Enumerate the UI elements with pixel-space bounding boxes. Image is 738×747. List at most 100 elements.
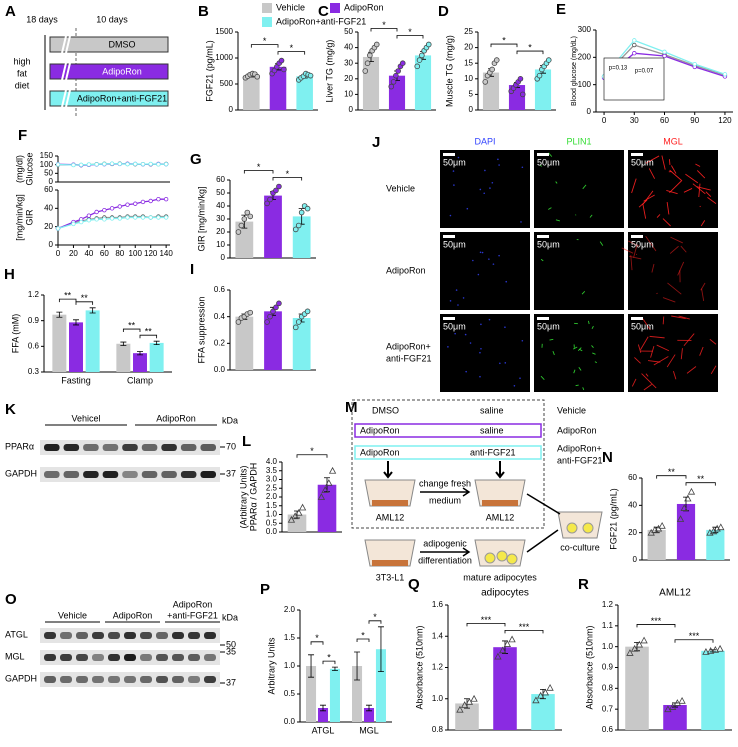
significance-label: * xyxy=(528,42,532,52)
scale-bar xyxy=(443,153,455,156)
scale-bar xyxy=(443,317,455,320)
data-point xyxy=(632,42,637,48)
y-tick-label: 1.6 xyxy=(432,600,444,609)
data-point xyxy=(632,38,637,43)
texture xyxy=(680,348,683,360)
m-text: mature adipocytes xyxy=(463,572,537,582)
y-tick-label: 100 xyxy=(578,80,592,89)
break xyxy=(61,62,71,81)
significance-bracket xyxy=(58,298,77,303)
bar xyxy=(264,195,282,258)
data-point xyxy=(292,226,299,233)
panel-label: H xyxy=(4,266,15,283)
texture xyxy=(699,346,704,356)
texture xyxy=(491,181,494,184)
texture xyxy=(483,192,486,195)
texture xyxy=(640,336,649,350)
m-text: AML12 xyxy=(376,512,405,522)
texture xyxy=(539,164,542,167)
band xyxy=(140,632,152,639)
significance-label: * xyxy=(257,162,261,172)
scale-label: 50μm xyxy=(443,321,466,331)
texture xyxy=(484,169,486,172)
annotation: p=0.13 xyxy=(609,66,628,72)
y-axis-label: GIR xyxy=(24,209,34,226)
data-point xyxy=(489,66,495,73)
micrograph xyxy=(534,150,624,228)
blot-strip xyxy=(40,467,220,482)
data-point xyxy=(86,213,92,218)
band xyxy=(200,444,216,451)
data-point xyxy=(702,648,710,655)
y-axis-label: Blood glucose (mg/dL) xyxy=(571,36,578,106)
data-point xyxy=(109,216,115,221)
data-point xyxy=(414,63,421,70)
data-point xyxy=(680,504,688,511)
texture xyxy=(631,178,637,194)
y-tick-label: 1.5 xyxy=(266,501,278,510)
data-point xyxy=(373,41,380,48)
bar xyxy=(329,668,340,722)
significance-bracket xyxy=(685,482,716,486)
texture xyxy=(670,236,683,244)
texture xyxy=(709,338,717,345)
texture xyxy=(555,181,558,184)
cells xyxy=(372,500,518,506)
scale-bar xyxy=(631,317,643,320)
texture xyxy=(479,375,481,378)
data-point xyxy=(632,51,637,56)
significance-label: ** xyxy=(64,290,72,300)
panel-label: B xyxy=(198,3,209,20)
texture xyxy=(683,188,693,193)
y-tick-label: 0 xyxy=(633,555,638,564)
y-tick-label: 1500 xyxy=(215,27,233,36)
data-point xyxy=(678,696,686,704)
error-bar xyxy=(308,654,315,678)
band xyxy=(92,632,104,639)
m-text: saline xyxy=(480,405,504,415)
marker-label: 37 xyxy=(226,677,236,687)
bar xyxy=(235,316,254,370)
lane-group: Vehicle xyxy=(58,610,87,620)
bar xyxy=(363,708,375,722)
texture xyxy=(634,357,641,364)
m-text: differentiation xyxy=(418,555,472,565)
band xyxy=(172,632,184,639)
texture xyxy=(685,173,699,184)
y-tick-label: 50 xyxy=(44,168,53,177)
texture xyxy=(686,366,697,374)
scale-label: 50μm xyxy=(631,239,654,249)
data-point xyxy=(664,705,672,713)
adipocyte xyxy=(566,522,578,534)
band xyxy=(76,676,88,683)
data-point xyxy=(267,196,273,203)
scale-bar xyxy=(443,235,455,238)
data-point xyxy=(676,515,685,522)
band xyxy=(92,676,104,683)
y-axis-label: FFA suppression xyxy=(196,296,206,363)
significance-bracket xyxy=(656,475,687,479)
micrograph xyxy=(534,232,624,310)
data-point xyxy=(456,705,464,713)
y-tick-label: 50 xyxy=(344,27,353,36)
y-tick-label: 1.1 xyxy=(602,621,614,630)
scale-label: 50μm xyxy=(631,157,654,167)
significance-bracket xyxy=(122,328,141,333)
texture xyxy=(651,263,655,273)
band xyxy=(140,676,152,683)
m-text: DMSO xyxy=(372,405,399,415)
significance-bracket xyxy=(674,639,714,643)
texture xyxy=(621,247,634,254)
texture xyxy=(707,196,717,204)
band xyxy=(180,444,197,451)
data-point xyxy=(140,161,146,167)
data-point xyxy=(687,487,696,495)
data-point xyxy=(541,688,550,696)
data-point xyxy=(662,53,667,59)
error-bar xyxy=(120,341,127,346)
y-tick-label: 0 xyxy=(49,177,54,186)
data-point xyxy=(395,68,401,74)
data-point xyxy=(291,512,299,520)
y-tick-label: 2.0 xyxy=(284,605,296,614)
data-point xyxy=(163,196,169,202)
